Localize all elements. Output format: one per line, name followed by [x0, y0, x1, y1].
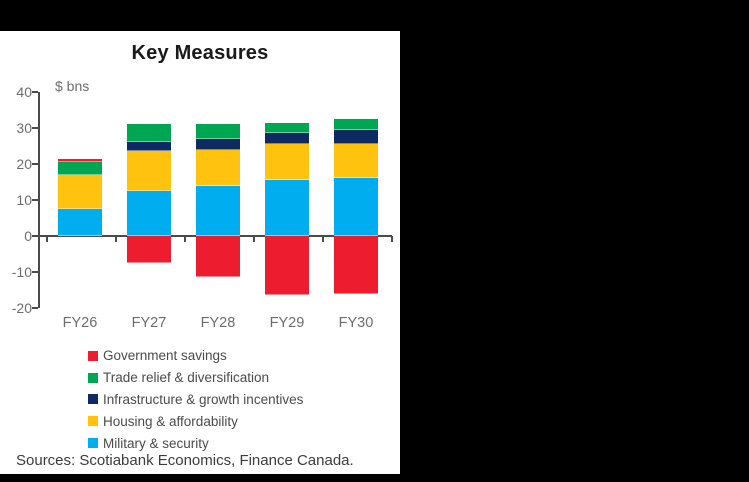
legend-label: Military & security	[103, 435, 209, 451]
y-axis-tick-label: 30	[16, 120, 32, 136]
y-axis-tick	[32, 91, 38, 93]
bar-segment-FY29-government	[265, 236, 309, 296]
legend-swatch-icon	[88, 438, 98, 449]
x-axis-tick	[183, 236, 186, 242]
bar-segment-FY30-government	[334, 236, 378, 294]
bar-segment-FY27-infrastructure	[127, 142, 171, 152]
x-axis-tick	[252, 236, 255, 242]
legend-item: Trade relief & diversification	[88, 367, 303, 389]
legend-label: Housing & affordability	[103, 413, 238, 429]
bar-segment-FY28-infrastructure	[196, 138, 240, 150]
y-axis-tick	[32, 271, 38, 273]
x-axis-tick	[321, 236, 324, 242]
x-axis-label-FY29: FY29	[269, 315, 305, 331]
y-axis-tick-label: -10	[11, 264, 32, 280]
bar-segment-FY30-infrastructure	[334, 129, 378, 145]
bar-segment-FY30-military	[334, 178, 378, 236]
y-axis-tick	[32, 127, 38, 129]
legend-label: Infrastructure & growth incentives	[103, 391, 304, 407]
bar-segment-FY26-housing	[58, 174, 102, 209]
bar-segment-FY27-housing	[127, 151, 171, 191]
legend: Government savings Trade relief & diversi…	[88, 345, 303, 454]
legend-label: Trade relief & diversification	[103, 370, 270, 386]
x-axis-tick	[45, 236, 48, 242]
x-axis-label-FY28: FY28	[200, 315, 236, 331]
y-axis-tick	[32, 307, 38, 309]
y-axis-tick-label: -20	[11, 300, 32, 316]
legend-item: Infrastructure & growth incentives	[88, 389, 303, 411]
bar-segment-FY28-trade	[196, 124, 240, 139]
bar-segment-FY30-housing	[334, 144, 378, 179]
bar-segment-FY29-trade	[265, 122, 309, 134]
sources-note: Sources: Scotiabank Economics, Finance C…	[16, 452, 354, 469]
y-axis-tick	[32, 199, 38, 201]
x-axis-tick	[114, 236, 117, 242]
chart-title: Key Measures	[131, 42, 269, 64]
bar-segment-FY27-military	[127, 191, 171, 236]
legend-swatch-icon	[88, 416, 98, 427]
bar-segment-FY28-housing	[196, 149, 240, 186]
legend-swatch-icon	[88, 372, 98, 383]
legend-item: Housing & affordability	[88, 410, 303, 432]
legend-label: Government savings	[103, 348, 227, 364]
bar-segment-FY26-government	[58, 158, 102, 163]
bar-segment-FY29-infrastructure	[265, 133, 309, 145]
chart-panel: Key Measures $ bns 40 30 20 10 0 -10 -20 FY26 FY…	[0, 31, 400, 474]
x-axis-label-FY30: FY30	[338, 315, 374, 331]
legend-item: Military & security	[88, 432, 303, 454]
bar-segment-FY29-military	[265, 180, 309, 236]
legend-item: Government savings	[88, 345, 303, 367]
bar-segment-FY28-government	[196, 236, 240, 278]
bar-segment-FY28-military	[196, 185, 240, 236]
bar-segment-FY29-housing	[265, 144, 309, 181]
bar-segment-FY27-government	[127, 236, 171, 263]
y-axis-tick	[32, 235, 38, 237]
x-axis-label-FY26: FY26	[62, 315, 98, 331]
legend-swatch-icon	[88, 394, 98, 405]
y-axis-tick-label: 0	[24, 228, 32, 244]
bar-segment-FY26-military	[58, 209, 102, 236]
bar-segment-FY26-trade	[58, 162, 102, 175]
legend-swatch-icon	[88, 350, 98, 361]
y-axis-tick-label: 20	[16, 156, 32, 172]
x-axis-tick	[390, 236, 393, 242]
y-axis-spine	[38, 92, 40, 308]
y-axis-tick	[32, 163, 38, 165]
y-axis-tick-label: 10	[16, 192, 32, 208]
bar-segment-FY30-trade	[334, 119, 378, 130]
bar-segment-FY27-trade	[127, 124, 171, 143]
x-axis-label-FY27: FY27	[131, 315, 167, 331]
y-axis-unit-label: $ bns	[55, 78, 90, 94]
y-axis-tick-label: 40	[16, 84, 32, 100]
